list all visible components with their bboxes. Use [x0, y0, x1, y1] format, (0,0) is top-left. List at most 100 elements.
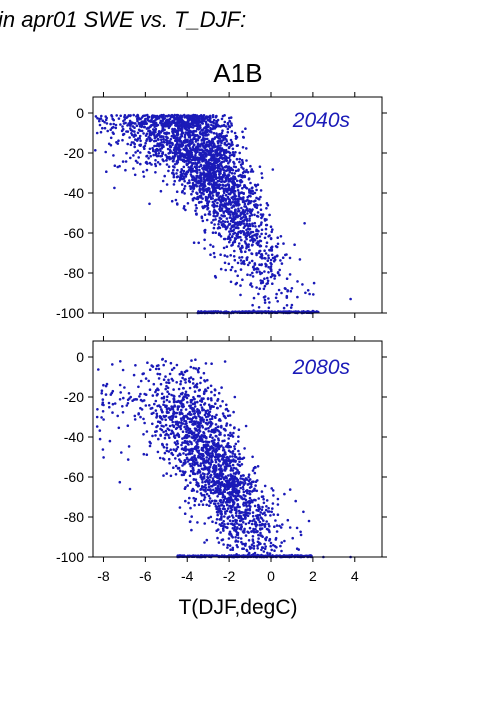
data-point: [223, 120, 227, 124]
data-point: [183, 187, 186, 191]
data-point: [197, 431, 200, 435]
data-point: [210, 192, 213, 195]
data-point: [248, 526, 252, 530]
data-point: [159, 415, 163, 419]
data-point: [267, 306, 271, 310]
data-point: [224, 467, 227, 471]
data-point: [151, 422, 154, 426]
data-point: [191, 186, 195, 190]
data-point: [142, 114, 146, 118]
data-point: [203, 522, 206, 525]
data-point: [150, 364, 153, 367]
data-point: [224, 205, 228, 209]
data-point: [209, 243, 212, 247]
data-point: [211, 184, 214, 188]
data-point: [192, 113, 195, 117]
data-point: [164, 418, 167, 422]
data-point: [243, 479, 247, 483]
data-point: [184, 208, 187, 212]
data-point: [215, 204, 219, 208]
data-point: [232, 502, 236, 505]
data-point: [221, 175, 225, 179]
data-point: [158, 420, 162, 424]
data-point: [223, 439, 226, 443]
data-point: [205, 149, 208, 152]
data-point: [202, 153, 205, 156]
data-point: [212, 190, 216, 193]
data-point: [225, 202, 229, 205]
y-tick-label: -80: [64, 265, 84, 281]
data-point: [154, 389, 158, 392]
data-point: [226, 187, 229, 191]
data-point: [248, 496, 252, 500]
data-point: [266, 551, 269, 555]
data-point: [213, 490, 217, 494]
data-point: [226, 543, 230, 547]
data-point: [173, 166, 176, 169]
data-point: [161, 410, 164, 414]
data-point: [162, 474, 165, 477]
data-point: [164, 138, 168, 142]
data-point: [202, 494, 206, 497]
data-point: [276, 242, 280, 246]
data-point: [137, 156, 140, 159]
data-point: [282, 306, 286, 310]
data-point: [259, 223, 263, 226]
data-point: [239, 163, 243, 167]
data-point: [142, 452, 146, 456]
data-point: [175, 363, 179, 367]
data-point: [234, 536, 237, 539]
data-point: [246, 491, 249, 495]
data-point: [225, 403, 228, 407]
data-point: [234, 528, 238, 531]
data-point: [211, 200, 215, 204]
data-point: [131, 129, 134, 132]
data-point: [205, 436, 208, 440]
data-point: [110, 126, 114, 130]
data-point: [177, 151, 180, 155]
data-point: [138, 124, 142, 128]
data-point: [261, 535, 264, 538]
data-point: [250, 522, 254, 526]
data-point: [225, 509, 229, 513]
data-point: [207, 440, 211, 444]
data-point: [225, 217, 229, 220]
data-point: [231, 490, 235, 494]
data-point: [221, 400, 224, 403]
data-point: [192, 468, 195, 472]
data-point: [172, 394, 175, 398]
data-point: [253, 551, 257, 555]
data-point: [214, 455, 217, 459]
data-point: [168, 372, 172, 376]
data-point: [191, 198, 195, 202]
data-point: [179, 380, 183, 383]
data-point: [206, 143, 210, 147]
data-point: [192, 423, 195, 426]
data-point: [243, 205, 246, 208]
data-point: [209, 420, 213, 424]
data-point: [227, 192, 230, 196]
data-point: [265, 218, 268, 221]
data-point: [216, 484, 220, 488]
data-point: [156, 144, 159, 147]
data-point: [259, 272, 262, 276]
data-point: [195, 213, 198, 216]
data-point: [199, 399, 202, 403]
data-point: [230, 265, 234, 269]
data-point: [214, 175, 218, 179]
data-point: [214, 145, 218, 148]
data-point: [265, 223, 269, 227]
data-point: [258, 520, 262, 524]
data-point: [271, 489, 275, 492]
data-point: [273, 277, 276, 280]
data-point: [167, 433, 170, 437]
data-point: [206, 397, 210, 401]
data-point: [214, 198, 218, 202]
data-point: [224, 408, 228, 411]
data-point: [243, 497, 246, 501]
data-point: [247, 178, 251, 181]
data-point: [264, 513, 267, 517]
data-point: [214, 450, 217, 454]
data-point: [141, 372, 145, 376]
data-point: [124, 168, 127, 172]
